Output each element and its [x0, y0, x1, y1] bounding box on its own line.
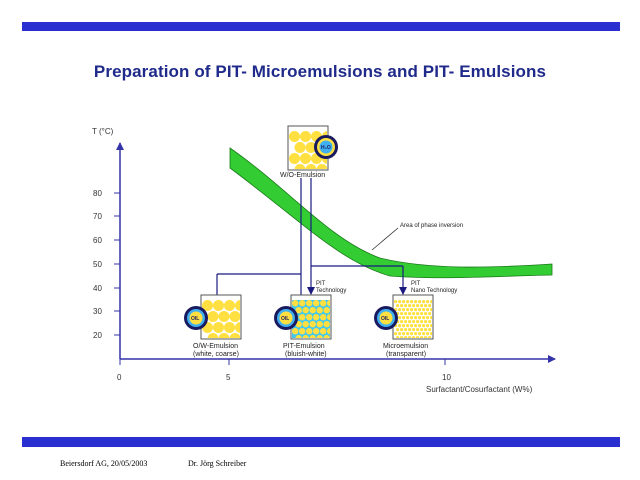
pit-emulsion-label: PIT-Emulsion — [283, 343, 325, 350]
pit-technology-label-1: PIT — [316, 281, 326, 287]
x-tick-label: 0 — [117, 373, 122, 382]
y-tick-label: 40 — [93, 284, 102, 293]
y-tick-label: 30 — [93, 307, 102, 316]
x-tick-label: 5 — [226, 373, 231, 382]
svg-text:OIL: OIL — [381, 316, 389, 322]
y-tick-label: 50 — [93, 260, 102, 269]
y-tick-label: 20 — [93, 331, 102, 340]
microemulsion-beaker: OIL — [374, 294, 434, 340]
phase-inversion-label: Area of phase inversion — [400, 223, 463, 229]
microemulsion-label: Microemulsion — [383, 343, 428, 350]
wo-emulsion-beaker: H₂O — [287, 125, 338, 171]
pit-nano-label-2: Nano Technology — [411, 288, 457, 294]
title-part-2: Microemulsions and PIT — [251, 62, 449, 81]
footer-author: Dr. Jörg Schreiber — [188, 459, 247, 468]
oil-droplet-icon: OIL — [374, 306, 398, 330]
x-tick-label: 10 — [442, 373, 451, 382]
wo-emulsion-label: W/O-Emulsion — [280, 172, 325, 179]
title-part-3: Emulsions — [459, 62, 547, 81]
surfactant-micelle-icon: H₂O — [314, 135, 338, 159]
phase-inversion-band — [229, 147, 553, 279]
pit-nano-label-1: PIT — [411, 281, 421, 287]
svg-text:OIL: OIL — [191, 316, 199, 322]
footer-company-date: Beiersdorf AG, 20/05/2003 — [60, 459, 148, 468]
ow-emulsion-beaker: OIL — [184, 294, 242, 340]
ow-emulsion-label: O/W-Emulsion — [193, 343, 238, 350]
svg-text:H₂O: H₂O — [321, 145, 331, 151]
svg-text:OIL: OIL — [281, 316, 289, 322]
phase-inversion-pointer — [371, 227, 399, 251]
top-accent-bar — [22, 22, 620, 31]
pit-technology-label-2: Technology — [316, 288, 346, 294]
y-tick-label: 70 — [93, 212, 102, 221]
oil-droplet-icon: OIL — [184, 306, 208, 330]
x-axis-label: Surfactant/Cosurfactant (W%) — [426, 385, 533, 394]
ow-emulsion-sublabel: (white, coarse) — [193, 351, 239, 358]
microemulsion-sublabel: (transparent) — [386, 351, 426, 358]
title-separator-2: - — [448, 62, 460, 81]
oil-droplet-icon: OIL — [274, 306, 298, 330]
slide-title: Preparation of PIT- Microemulsions and P… — [0, 62, 640, 82]
flow-lines — [216, 178, 407, 297]
title-part-1: Preparation of PIT — [93, 62, 242, 81]
x-ticks: 0 5 10 — [117, 359, 451, 382]
y-tick-label: 60 — [93, 236, 102, 245]
pit-emulsion-sublabel: (bluish-white) — [285, 351, 327, 358]
y-axis-label: T (°C) — [92, 127, 114, 136]
y-tick-label: 80 — [93, 189, 102, 198]
y-ticks: 80 70 60 50 40 30 20 — [93, 189, 120, 340]
pit-emulsion-beaker: OIL — [274, 294, 332, 340]
bottom-accent-bar — [22, 437, 620, 447]
title-separator-1: - — [241, 62, 252, 81]
